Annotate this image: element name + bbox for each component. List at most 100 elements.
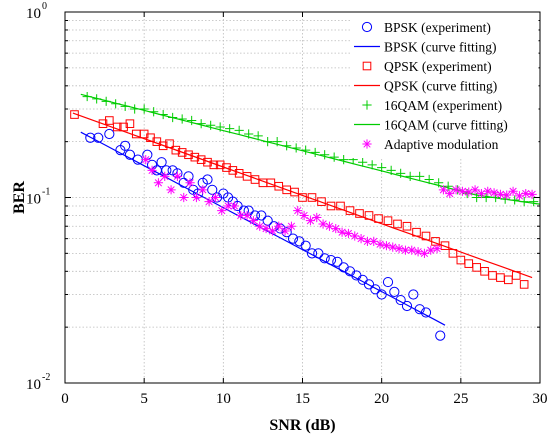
legend-marker-swatch	[362, 100, 372, 110]
legend-entry: QPSK (curve fitting)	[354, 79, 497, 94]
data-point	[355, 209, 364, 218]
data-point	[438, 185, 449, 195]
data-point	[408, 289, 419, 300]
data-point	[166, 185, 176, 195]
x-tick-label: 15	[295, 391, 310, 407]
series-6	[141, 155, 537, 258]
data-point	[198, 185, 208, 195]
data-point	[464, 187, 474, 197]
legend-marker-swatch	[362, 61, 372, 71]
data-point	[229, 201, 240, 211]
data-point	[139, 104, 149, 114]
data-point	[358, 157, 368, 167]
y-tick-label: 10	[26, 377, 41, 393]
data-point	[306, 248, 318, 259]
data-point	[508, 186, 518, 196]
series-line	[72, 112, 533, 279]
series-5	[80, 93, 541, 205]
data-point	[375, 239, 385, 249]
data-point	[394, 244, 404, 254]
legend-marker-swatch	[361, 21, 373, 33]
data-point	[495, 189, 506, 199]
data-point	[445, 188, 455, 199]
legend-entry: BPSK (curve fitting)	[354, 40, 497, 55]
data-point	[419, 248, 430, 258]
data-point	[256, 210, 267, 221]
legend-marker-swatch	[362, 139, 372, 149]
data-point	[339, 155, 349, 165]
legend-label: BPSK (experiment)	[384, 20, 491, 35]
data-point	[204, 197, 214, 207]
data-point	[202, 174, 213, 185]
data-point	[426, 245, 436, 255]
data-point	[331, 223, 341, 234]
legend-entry: QPSK (experiment)	[362, 59, 492, 74]
data-point	[383, 216, 393, 225]
data-point	[336, 201, 345, 211]
data-point	[312, 212, 322, 223]
data-point	[451, 185, 461, 195]
data-point	[184, 150, 193, 160]
data-point	[236, 210, 246, 221]
data-point	[395, 294, 406, 306]
data-point	[496, 273, 505, 282]
data-point	[141, 155, 151, 165]
data-point	[255, 221, 265, 231]
legend: BPSK (experiment) BPSK (curve fitting) QPS…	[351, 12, 539, 158]
data-point	[529, 197, 539, 207]
data-point	[160, 171, 170, 181]
y-tick-label: 10	[26, 192, 41, 208]
data-point	[280, 226, 290, 236]
y-axis-label: BER	[11, 181, 28, 214]
data-point	[179, 192, 189, 203]
data-point	[435, 330, 446, 341]
data-point	[262, 215, 273, 226]
data-point	[407, 245, 417, 255]
data-point	[415, 171, 425, 181]
legend-box	[351, 12, 539, 158]
legend-entry: 16QAM (experiment)	[362, 98, 502, 113]
data-point	[85, 132, 96, 143]
legend-label: QPSK (experiment)	[384, 59, 492, 74]
data-point	[156, 157, 167, 168]
data-point	[381, 241, 392, 251]
data-point	[210, 192, 221, 203]
x-tick-label: 25	[453, 391, 468, 407]
data-point	[93, 132, 104, 143]
data-point	[483, 186, 493, 196]
data-point	[324, 221, 335, 231]
data-point	[112, 122, 122, 132]
x-tick-label: 0	[61, 391, 69, 407]
data-point	[177, 148, 187, 157]
data-point	[120, 140, 131, 151]
data-point	[405, 171, 415, 181]
series-3	[72, 112, 533, 279]
data-point	[476, 188, 487, 199]
data-point	[305, 216, 316, 226]
data-point	[286, 221, 297, 231]
data-point	[98, 119, 108, 128]
data-point	[105, 116, 114, 125]
series-line	[80, 93, 541, 205]
data-point	[432, 244, 442, 254]
data-point	[274, 221, 284, 231]
data-point	[196, 155, 206, 164]
data-point	[293, 205, 303, 216]
data-point	[183, 171, 194, 182]
data-point	[261, 223, 271, 234]
data-point	[502, 190, 512, 200]
data-point	[514, 191, 525, 201]
data-point	[310, 147, 320, 158]
data-point	[125, 119, 135, 128]
y-tick-label-exponent: -2	[42, 372, 50, 383]
data-point	[301, 145, 311, 155]
data-point	[332, 256, 343, 267]
data-point	[172, 171, 183, 181]
data-point	[401, 300, 413, 312]
data-point	[413, 247, 423, 257]
data-point	[440, 241, 450, 250]
legend-entry: 16QAM (curve fitting)	[354, 118, 508, 133]
data-point	[318, 219, 328, 229]
data-point	[222, 163, 231, 172]
